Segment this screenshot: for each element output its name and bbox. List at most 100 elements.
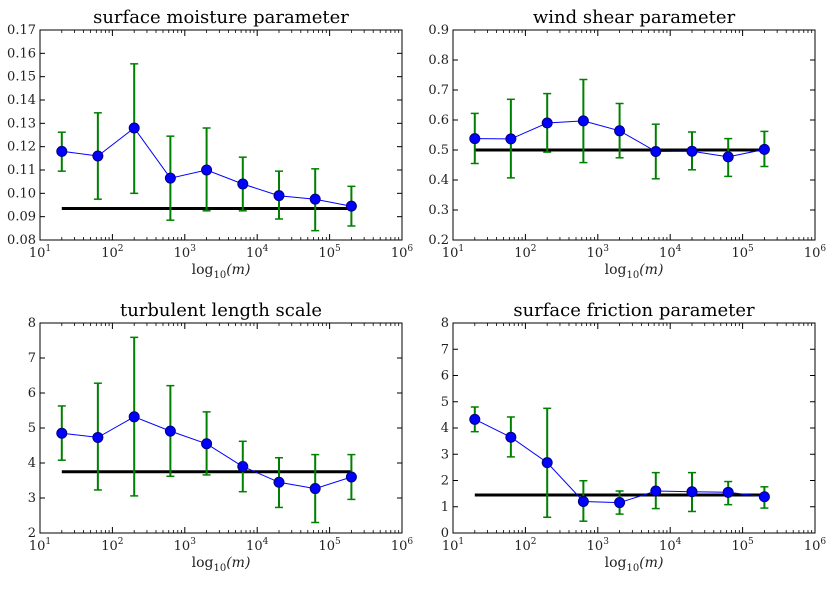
x-tick-label: 102 xyxy=(514,537,536,554)
data-point xyxy=(237,178,249,190)
x-axis-label: log10(m) xyxy=(192,555,251,574)
y-tick-label: 0.6 xyxy=(428,113,449,128)
y-tick-label: 0 xyxy=(441,526,449,541)
data-point xyxy=(128,411,140,423)
data-point xyxy=(345,200,357,212)
data-point xyxy=(722,151,734,163)
x-tick-label: 105 xyxy=(318,244,341,261)
y-tick-label: 2 xyxy=(441,474,449,489)
y-tick-label: 0.16 xyxy=(7,46,36,61)
x-axis-label: log10(m) xyxy=(605,262,664,281)
chart-title: surface friction parameter xyxy=(513,300,755,321)
y-tick-label: 3 xyxy=(28,491,36,506)
data-point xyxy=(345,471,357,483)
y-tick-label: 2 xyxy=(28,526,36,541)
chart-panel-1: surface moisture parameter 0.08 0.09 0.10 0.… xyxy=(7,7,413,281)
x-tick-label: 106 xyxy=(391,537,414,554)
x-tick-label: 105 xyxy=(318,537,341,554)
data-point xyxy=(650,485,662,497)
y-tick-label: 6 xyxy=(28,386,36,401)
x-tick-label: 102 xyxy=(514,244,536,261)
data-point xyxy=(56,427,68,439)
data-point xyxy=(505,431,517,443)
data-point xyxy=(92,150,104,162)
data-point xyxy=(273,190,285,202)
x-tick-label: 103 xyxy=(174,244,197,261)
data-point xyxy=(577,496,589,507)
x-axis-label: log10(m) xyxy=(192,262,251,281)
y-tick-label: 0.11 xyxy=(7,163,36,178)
x-tick-label: 106 xyxy=(804,537,827,554)
x-tick-label: 101 xyxy=(29,244,51,261)
data-point xyxy=(469,413,481,425)
data-point xyxy=(541,117,553,129)
data-point xyxy=(201,438,213,450)
data-point xyxy=(722,486,734,498)
chart-title: turbulent length scale xyxy=(120,300,322,321)
y-tick-label: 0.15 xyxy=(7,70,36,85)
x-tick-label: 104 xyxy=(246,244,269,261)
y-tick-label: 0.2 xyxy=(428,233,449,248)
data-point xyxy=(686,145,698,157)
data-point xyxy=(577,115,589,127)
data-point xyxy=(758,491,770,503)
y-tick-label: 8 xyxy=(28,316,36,331)
data-point xyxy=(92,431,104,443)
x-tick-label: 102 xyxy=(101,244,123,261)
y-tick-label: 0.09 xyxy=(7,210,36,225)
y-tick-label: 0.17 xyxy=(7,23,36,38)
x-tick-label: 101 xyxy=(442,537,464,554)
x-tick-label: 106 xyxy=(804,244,827,261)
chart-panel-3: turbulent length scale 2 3 4 5 6 7 8 101 102 103 10… xyxy=(28,300,414,574)
y-tick-label: 5 xyxy=(28,421,36,436)
data-point xyxy=(128,122,140,134)
x-tick-label: 104 xyxy=(246,537,269,554)
y-tick-label: 0.13 xyxy=(7,116,36,131)
y-tick-label: 4 xyxy=(441,421,449,436)
y-tick-label: 8 xyxy=(441,316,449,331)
plot-frame xyxy=(39,322,403,534)
y-tick-label: 7 xyxy=(441,342,449,357)
data-point xyxy=(650,146,662,157)
data-point xyxy=(614,497,626,509)
x-tick-label: 102 xyxy=(101,537,123,554)
data-point xyxy=(309,193,321,205)
x-tick-label: 105 xyxy=(731,244,754,261)
y-tick-label: 0.4 xyxy=(428,173,449,188)
data-point xyxy=(56,145,68,157)
y-tick-label: 4 xyxy=(28,456,36,471)
data-point xyxy=(201,164,213,176)
series-line xyxy=(474,418,765,504)
data-point xyxy=(469,133,481,145)
data-point xyxy=(273,476,285,488)
chart-title: surface moisture parameter xyxy=(93,7,349,28)
x-tick-label: 106 xyxy=(391,244,414,261)
x-tick-label: 104 xyxy=(659,537,682,554)
y-tick-label: 0.9 xyxy=(428,23,449,38)
data-point xyxy=(309,483,321,495)
x-tick-label: 104 xyxy=(659,244,682,261)
data-point xyxy=(686,486,698,498)
x-axis-label: log10(m) xyxy=(605,555,664,574)
y-tick-label: 0.7 xyxy=(428,83,449,98)
data-point xyxy=(164,425,176,437)
y-tick-label: 0.3 xyxy=(428,203,449,218)
x-tick-label: 105 xyxy=(731,537,754,554)
y-tick-label: 0.14 xyxy=(7,93,36,108)
x-tick-label: 101 xyxy=(29,537,51,554)
y-tick-label: 0.12 xyxy=(7,140,36,155)
y-tick-label: 0.8 xyxy=(428,53,449,68)
x-tick-label: 103 xyxy=(174,537,197,554)
chart-title: wind shear parameter xyxy=(533,7,736,28)
plot-frame xyxy=(39,29,403,241)
y-tick-label: 5 xyxy=(441,395,449,410)
data-point xyxy=(505,133,517,145)
plot-frame xyxy=(452,322,816,534)
chart-panel-4: surface friction parameter 0 1 2 3 4 5 6 7 8 101 10… xyxy=(441,300,827,574)
x-tick-label: 103 xyxy=(587,244,610,261)
data-point xyxy=(758,143,770,155)
data-point xyxy=(164,172,176,184)
y-tick-label: 1 xyxy=(441,500,449,515)
data-point xyxy=(541,457,553,469)
